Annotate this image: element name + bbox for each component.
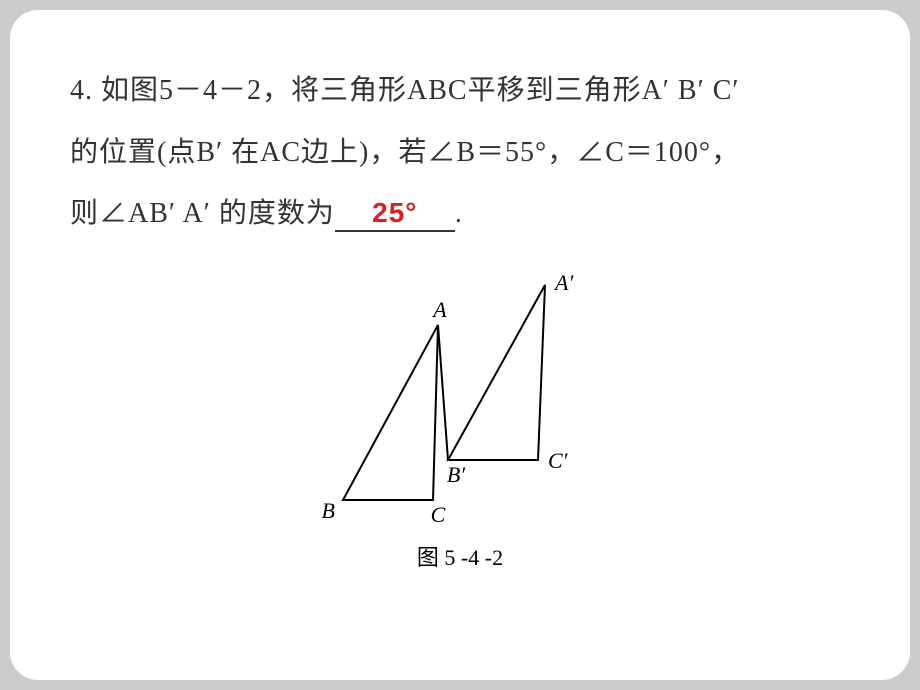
svg-text:B′: B′ (446, 462, 465, 487)
svg-text:C: C (430, 502, 445, 527)
problem-line1: 如图5－4－2，将三角形ABC平移到三角形A′ B′ C′ (101, 75, 740, 106)
figure-container: A A′ B CB′ C′ 图 5 -4 -2 (70, 265, 850, 585)
problem-line2: 的位置(点B′ 在AC边上)，若∠B＝55°，∠C＝100°， (70, 137, 740, 168)
problem-line3-part1: 则∠AB′ A′ 的度数为 (70, 198, 335, 229)
triangle-diagram: A A′ B CB′ C′ 图 5 -4 -2 (313, 265, 608, 585)
svg-text:B: B (321, 498, 334, 523)
svg-text:C′: C′ (548, 448, 569, 473)
problem-text: 4. 如图5－4－2，将三角形ABC平移到三角形A′ B′ C′ 的位置(点B′… (70, 60, 850, 245)
slide-container: 4. 如图5－4－2，将三角形ABC平移到三角形A′ B′ C′ 的位置(点B′… (10, 10, 910, 680)
problem-number: 4. (70, 75, 93, 106)
svg-text:图 5 -4 -2: 图 5 -4 -2 (416, 545, 502, 570)
problem-line3-part2: . (455, 198, 463, 229)
svg-text:A′: A′ (553, 270, 574, 295)
svg-text:A: A (431, 297, 447, 322)
answer-blank: 25° (335, 196, 455, 232)
